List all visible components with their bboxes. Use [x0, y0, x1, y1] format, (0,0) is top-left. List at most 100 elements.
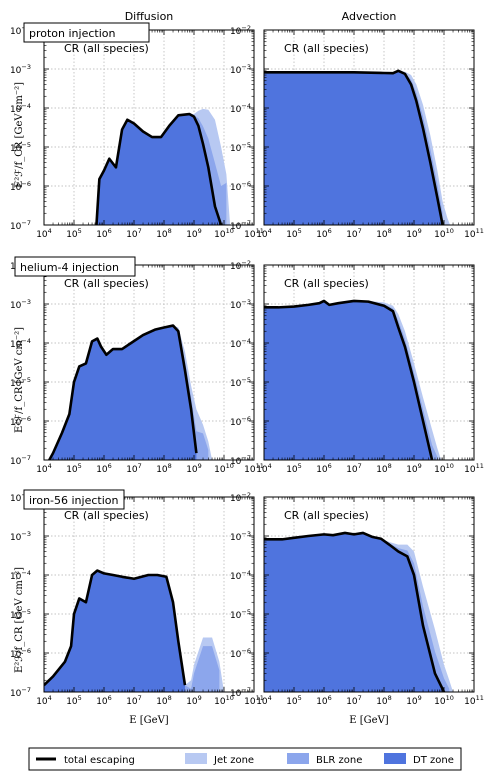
- x-tick-label: 105: [286, 694, 302, 707]
- area-dt-zone: [44, 570, 185, 692]
- x-tick-label: 106: [316, 462, 332, 475]
- xlabel-diffusion: E [GeV]: [129, 715, 169, 726]
- panel-frame: [263, 496, 475, 693]
- panel-r3-advection: 104 105 106 107 108 109 1010 101110−710−610−510…: [230, 491, 484, 707]
- x-tick-label: 105: [286, 227, 302, 240]
- line-total-escaping: [48, 324, 198, 460]
- line-total-escaping: [264, 531, 446, 692]
- y-tick-label: 10−2: [230, 24, 251, 37]
- x-tick-label: 108: [156, 462, 172, 475]
- line-total-escaping: [95, 112, 223, 225]
- x-tick-label: 105: [286, 462, 302, 475]
- legend-swatch-dt: [384, 753, 406, 764]
- legend-swatch-blr: [287, 753, 309, 764]
- x-tick-label: 1011: [464, 462, 484, 475]
- legend: total escaping Jet zone BLR zone DT zone: [28, 747, 462, 771]
- panel-frame: [43, 264, 255, 461]
- x-tick-label: 105: [66, 227, 82, 240]
- x-tick-label: 108: [156, 227, 172, 240]
- svg-text:proton injection: proton injection: [29, 27, 116, 40]
- panels: 104 105 106 107 108 109 1010 1011 10−7 10−6 10−5 10…: [10, 24, 484, 707]
- area-dt-zone: [96, 114, 222, 225]
- y-tick-label: 10−4: [230, 337, 251, 350]
- x-tick-label: 108: [376, 694, 392, 707]
- area-dt-zone: [49, 325, 197, 460]
- panel-r2-diffusion: 104 105 106 107 108 109 1010 101110−710−610−510…: [10, 259, 264, 475]
- line-total-escaping: [264, 299, 434, 460]
- column-title-diffusion: Diffusion: [125, 10, 174, 23]
- x-tick-label: 106: [316, 694, 332, 707]
- panel-frame: [263, 264, 475, 461]
- y-tick-label: 10−6: [230, 415, 251, 428]
- x-tick-label: 1011: [464, 227, 484, 240]
- panel-label-cr: CR (all species): [284, 509, 369, 522]
- x-tick-label: 107: [346, 694, 362, 707]
- area-dt-zone: [264, 70, 443, 225]
- svg-text:E²ℱ/f_CR [GeV cm⁻²]: E²ℱ/f_CR [GeV cm⁻²]: [14, 82, 25, 188]
- area-dt-zone: [264, 532, 444, 692]
- y-tick-label: 10−3: [230, 530, 251, 543]
- y-tick-label: 10−7: [10, 219, 31, 232]
- x-tick-label: 104: [36, 227, 52, 240]
- x-tick-label: 109: [406, 227, 422, 240]
- panel-label-cr: CR (all species): [284, 277, 369, 290]
- x-tick-label: 105: [66, 694, 82, 707]
- x-tick-label: 106: [96, 227, 112, 240]
- column-title-advection: Advection: [342, 10, 397, 23]
- x-tick-label: 109: [186, 462, 202, 475]
- ylabel-row-1: E²ℱ/f_CR [GeV cm⁻²]: [14, 82, 25, 188]
- legend-label-jet: Jet zone: [213, 755, 254, 766]
- panel-label-cr: CR (all species): [64, 277, 149, 290]
- x-tick-label: 108: [376, 462, 392, 475]
- line-total-escaping: [264, 69, 444, 225]
- x-tick-label: 105: [66, 462, 82, 475]
- x-tick-label: 108: [156, 694, 172, 707]
- y-tick-label: 10−6: [230, 647, 251, 660]
- x-tick-label: 109: [186, 694, 202, 707]
- x-tick-label: 104: [36, 462, 52, 475]
- ylabel-row-3: E²ℱ/f_CR [GeV cm⁻²]: [14, 567, 25, 673]
- y-tick-label: 10−5: [230, 376, 251, 389]
- y-tick-label: 10−2: [230, 491, 251, 504]
- panel-frame: [263, 29, 475, 226]
- x-tick-label: 109: [406, 462, 422, 475]
- y-tick-label: 10−3: [230, 298, 251, 311]
- y-tick-label: 10−3: [10, 63, 31, 76]
- x-tick-label: 107: [126, 694, 142, 707]
- x-tick-label: 1011: [464, 694, 484, 707]
- x-tick-label: 108: [376, 227, 392, 240]
- y-tick-label: 10−7: [10, 454, 31, 467]
- legend-label-dt: DT zone: [413, 755, 454, 766]
- y-tick-label: 10−4: [230, 569, 251, 582]
- x-tick-label: 109: [406, 694, 422, 707]
- svg-text:E²ℱ/f_CR [GeV cm⁻²]: E²ℱ/f_CR [GeV cm⁻²]: [14, 327, 25, 433]
- svg-text:helium-4 injection: helium-4 injection: [20, 261, 119, 274]
- x-tick-label: 109: [186, 227, 202, 240]
- y-tick-label: 10−3: [10, 298, 31, 311]
- y-tick-label: 10−5: [230, 608, 251, 621]
- panel-r1-diffusion: 104 105 106 107 108 109 1010 101110−710−610−510…: [10, 24, 264, 240]
- x-tick-label: 106: [96, 462, 112, 475]
- x-tick-label: 107: [126, 462, 142, 475]
- legend-label-total: total escaping: [64, 755, 135, 766]
- panel-r2-advection: 104 105 106 107 108 109 1010 101110−710−610−510…: [230, 259, 484, 475]
- y-tick-label: 10−5: [230, 141, 251, 154]
- row-label-proton: proton injection: [23, 22, 150, 43]
- line-total-escaping: [44, 569, 187, 687]
- panel-r3-diffusion: 104 105 106 107 108 109 1010 101110−710−610−510…: [10, 491, 264, 707]
- x-tick-label: 107: [346, 227, 362, 240]
- ylabel-row-2: E²ℱ/f_CR [GeV cm⁻²]: [14, 327, 25, 433]
- area-dt-zone: [264, 300, 433, 460]
- legend-label-blr: BLR zone: [316, 755, 362, 766]
- svg-text:E²ℱ/f_CR [GeV cm⁻²]: E²ℱ/f_CR [GeV cm⁻²]: [14, 567, 25, 673]
- y-tick-label: 10−4: [230, 102, 251, 115]
- x-tick-label: 106: [96, 694, 112, 707]
- svg-text:iron-56 injection: iron-56 injection: [29, 494, 119, 507]
- y-tick-label: 10−6: [230, 180, 251, 193]
- panel-label-cr: CR (all species): [284, 42, 369, 55]
- x-tick-label: 1010: [434, 462, 454, 475]
- x-tick-label: 106: [316, 227, 332, 240]
- xlabel-advection: E [GeV]: [349, 715, 389, 726]
- x-tick-label: 107: [126, 227, 142, 240]
